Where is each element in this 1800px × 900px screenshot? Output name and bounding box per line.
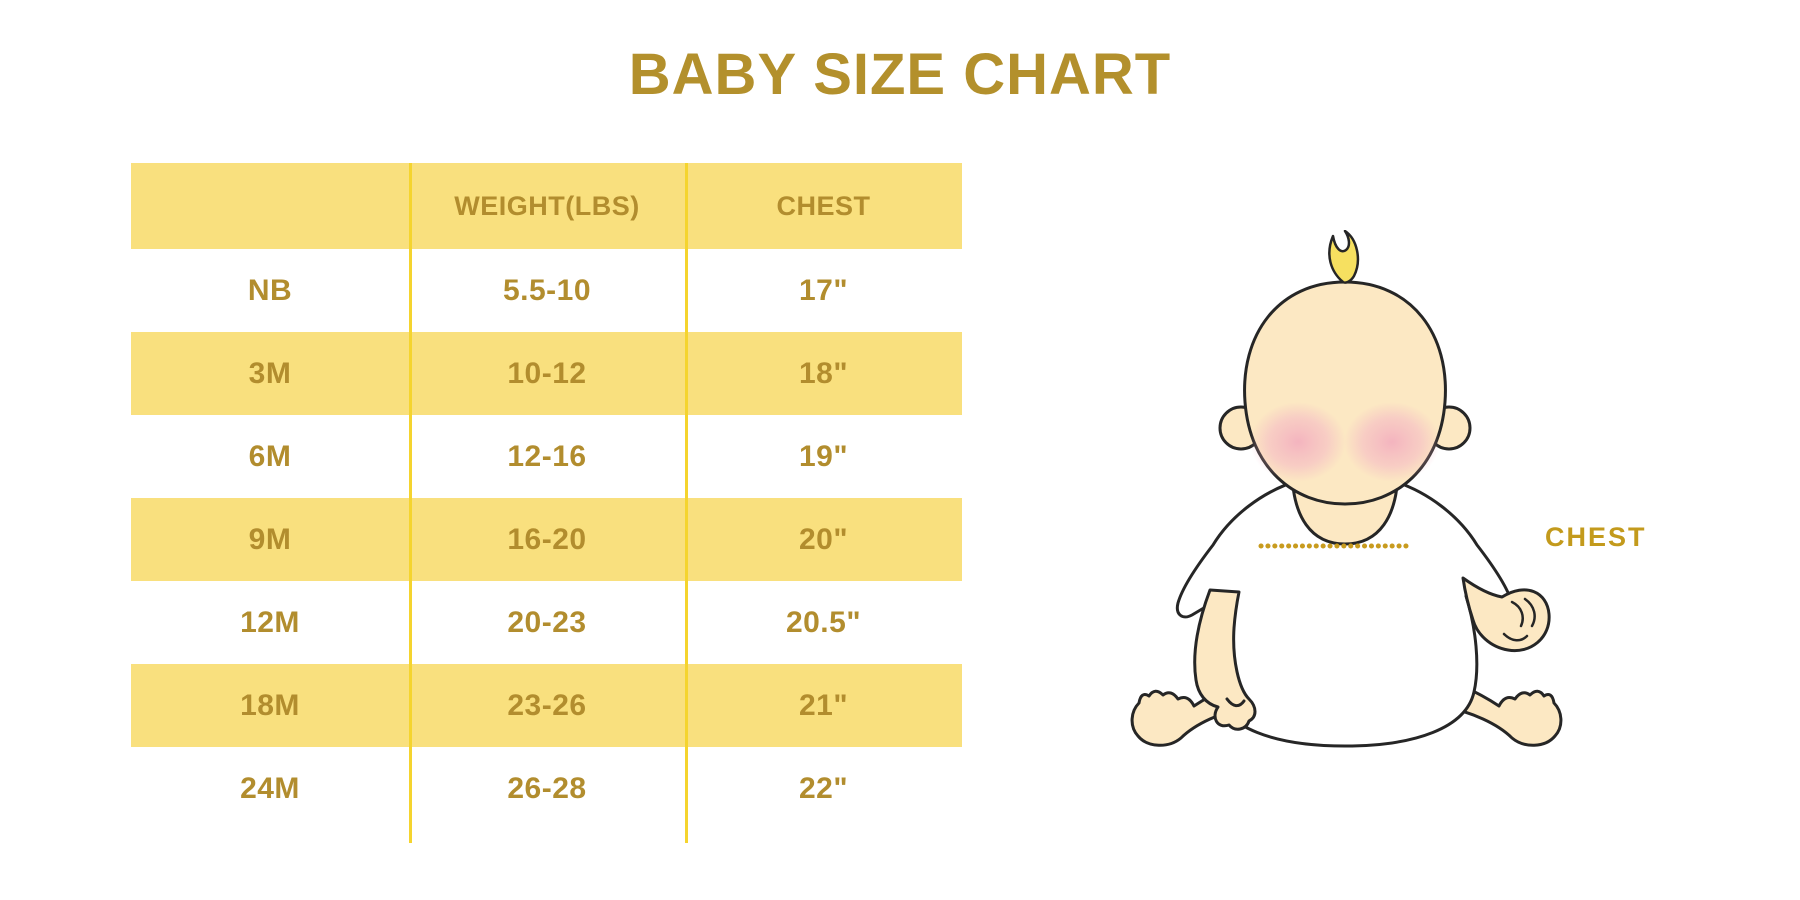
chest-cell: 22" [798,771,849,805]
chest-label: CHEST [1545,522,1647,552]
size-cell: 18M [240,688,300,722]
chest-cell: 18" [798,356,849,390]
table-row: NB 5.5-10 17" [131,249,962,332]
weight-cell: 12-16 [507,439,587,473]
header-cell-weight: WEIGHT(LBS) [454,190,640,221]
chest-cell: 21" [798,688,849,722]
column-divider [409,163,412,843]
table-row: 24M 26-28 22" [131,747,962,830]
size-cell: 3M [248,356,292,390]
page-title: BABY SIZE CHART [628,42,1172,107]
baby-onesie [1175,473,1515,748]
column-divider [685,163,688,843]
weight-cell: 20-23 [507,605,587,639]
baby-cheeks [1250,402,1440,482]
weight-cell: 23-26 [507,688,587,722]
size-cell: NB [247,273,293,307]
size-cell: 9M [248,522,292,556]
header-cell-size [131,163,409,249]
chest-cell: 17" [798,273,849,307]
weight-cell: 5.5-10 [502,273,592,307]
size-table: WEIGHT(LBS) CHEST NB 5.5-10 17" 3M 10-12… [131,163,962,843]
table-row: 18M 23-26 21" [131,664,962,747]
chest-cell: 20" [798,522,849,556]
chest-cell: 19" [798,439,849,473]
header-cell-chest: CHEST [776,190,871,221]
weight-cell: 26-28 [507,771,587,805]
table-header-row: WEIGHT(LBS) CHEST [131,163,962,249]
chest-cell: 20.5" [785,605,862,639]
size-cell: 24M [240,771,300,805]
size-cell: 6M [248,439,292,473]
weight-cell: 10-12 [507,356,587,390]
baby-left-hand-line [1225,697,1246,708]
table-row: 9M 16-20 20" [131,498,962,581]
baby-left-arm [1193,588,1257,731]
baby-right-fist [1461,576,1551,653]
weight-cell: 16-20 [507,522,587,556]
baby-hair-icon [1328,230,1360,284]
table-row: 3M 10-12 18" [131,332,962,415]
table-row: 12M 20-23 20.5" [131,581,962,664]
baby-fist-lines [1502,597,1536,642]
table-row: 6M 12-16 19" [131,415,962,498]
baby-illustration [1130,230,1563,748]
size-cell: 12M [240,605,300,639]
